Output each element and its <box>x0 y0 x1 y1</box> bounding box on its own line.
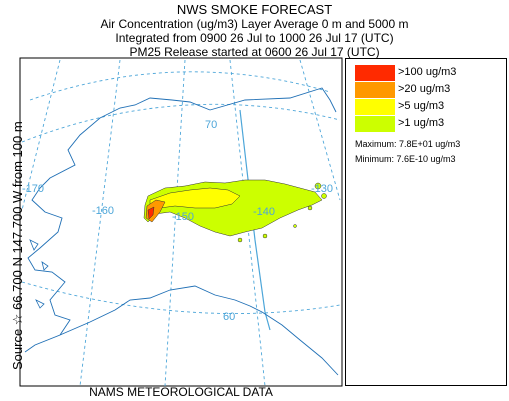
plume-blob <box>314 182 322 190</box>
legend-swatch-1 <box>355 116 395 132</box>
legend-label-1: >1 ug/m3 <box>398 117 445 129</box>
latitude-line-70 <box>21 103 341 143</box>
plume-blob <box>321 193 327 199</box>
meteorological-data-label: NAMS METEOROLOGICAL DATA <box>89 385 273 399</box>
legend-item-5: >5 ug/m3 <box>355 99 509 115</box>
source-location-label: Source ☆ 66.700 N 147.700 W from 100 m <box>10 121 25 370</box>
map-title: NWS SMOKE FORECAST <box>176 2 333 17</box>
lon-label-150: -150 <box>172 211 194 223</box>
legend-label-20: >20 ug/m3 <box>398 83 451 95</box>
latitude-line-north <box>29 71 331 101</box>
minimum-value: Minimum: 7.6E-10 ug/m3 <box>355 154 456 164</box>
plume-blob <box>307 205 313 211</box>
plume-blob <box>262 233 268 239</box>
plume-blob <box>237 237 243 243</box>
legend-panel: >100 ug/m3 >20 ug/m3 >5 ug/m3 >1 ug/m3 M… <box>345 58 507 386</box>
lon-label-140: -140 <box>253 206 275 218</box>
plume-level-4 <box>147 206 155 220</box>
longitude-line-130 <box>299 59 341 201</box>
border-line <box>239 109 271 331</box>
legend-label-5: >5 ug/m3 <box>398 100 445 112</box>
smoke-plume <box>143 179 327 243</box>
islands <box>29 239 49 309</box>
plume-blob <box>293 224 297 228</box>
lat-label-60: 60 <box>223 311 235 323</box>
maximum-value: Maximum: 7.8E+01 ug/m3 <box>355 139 461 149</box>
longitude-line-150 <box>164 59 186 387</box>
longitude-line-160 <box>79 59 121 387</box>
coastline <box>24 87 339 376</box>
map-frame <box>19 57 343 387</box>
lon-label-170: -170 <box>22 183 44 195</box>
subtitle-concentration: Air Concentration (ug/m3) Layer Average … <box>100 17 409 31</box>
lon-label-130: -130 <box>311 183 333 195</box>
subtitle-release: PM25 Release started at 0600 26 Jul 17 (… <box>129 45 380 59</box>
longitude-line-170 <box>21 59 61 211</box>
legend-item-100: >100 ug/m3 <box>355 65 509 81</box>
lat-label-70: 70 <box>205 119 217 131</box>
legend-swatch-5 <box>355 99 395 115</box>
legend-swatch-100 <box>355 65 395 81</box>
legend-swatch-20 <box>355 82 395 98</box>
legend-label-100: >100 ug/m3 <box>398 66 457 78</box>
legend-item-20: >20 ug/m3 <box>355 82 509 98</box>
legend-item-1: >1 ug/m3 <box>355 116 509 132</box>
subtitle-integration: Integrated from 0900 26 Jul to 1000 26 J… <box>115 31 394 45</box>
lon-label-160: -160 <box>92 205 114 217</box>
